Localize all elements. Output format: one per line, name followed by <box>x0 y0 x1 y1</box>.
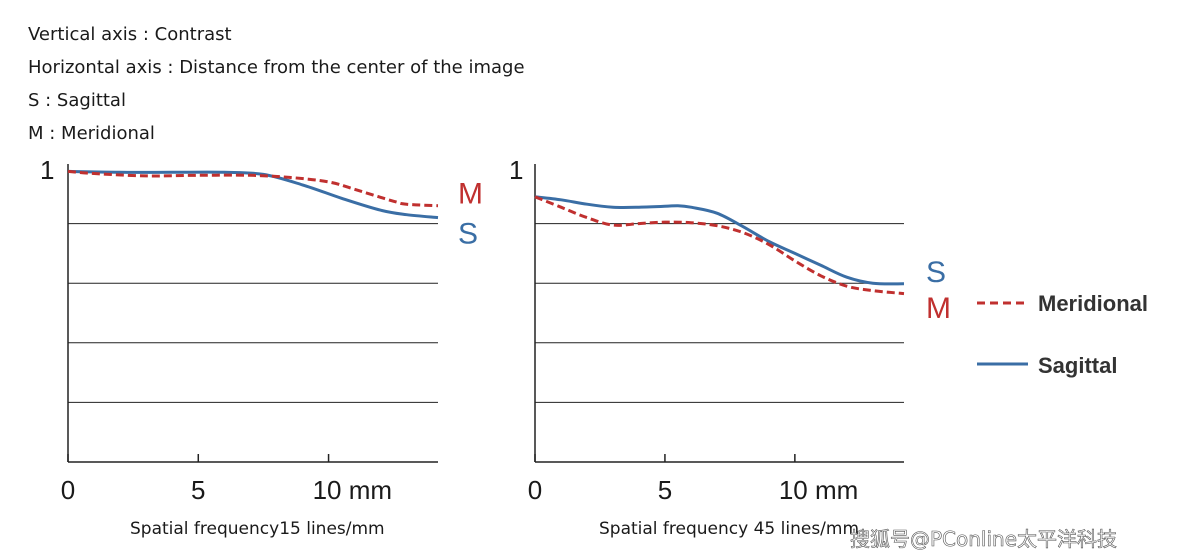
sagittal-end-label: S <box>926 256 946 289</box>
sagittal-line <box>534 195 905 286</box>
mtf-chart-45lpmm: 0 5 10 mm 1 Spatial frequency 45 lines/mm MS <box>509 155 951 539</box>
note-meridional: M : Meridional <box>28 123 155 144</box>
axis-notes: Vertical axis : Contrast Horizontal axis… <box>28 18 525 150</box>
x-tick-label: 10 mm <box>313 475 392 505</box>
x-tick-label: 10 mm <box>779 475 858 505</box>
mtf-chart-15lpmm: 0 5 10 mm 1 Spatial frequency15 lines/mm MS <box>40 155 483 539</box>
sagittal-end-label: S <box>458 218 478 251</box>
legend-sagittal-label: Sagittal <box>1038 353 1117 378</box>
note-sagittal: S : Sagittal <box>28 90 126 111</box>
sagittal-line <box>67 169 439 220</box>
x-tick-label: 0 <box>528 475 542 505</box>
y-max-label: 1 <box>509 155 523 185</box>
x-axis-caption: Spatial frequency15 lines/mm <box>130 519 385 539</box>
x-tick-label: 5 <box>191 475 205 505</box>
note-horizontal-axis: Horizontal axis : Distance from the cent… <box>28 57 525 78</box>
meridional-line <box>67 169 439 208</box>
note-vertical-axis: Vertical axis : Contrast <box>28 24 232 45</box>
watermark: 搜狐号@PConline太平洋科技 <box>850 527 1117 551</box>
meridional-end-label: M <box>926 292 951 325</box>
legend-meridional-label: Meridional <box>1038 291 1148 316</box>
x-axis-caption: Spatial frequency 45 lines/mm <box>599 519 859 539</box>
meridional-end-label: M <box>458 178 483 211</box>
x-tick-label: 0 <box>61 475 75 505</box>
y-max-label: 1 <box>40 155 54 185</box>
meridional-line <box>534 195 905 296</box>
x-tick-label: 5 <box>658 475 672 505</box>
chart-legend: Meridional Sagittal <box>977 291 1148 378</box>
